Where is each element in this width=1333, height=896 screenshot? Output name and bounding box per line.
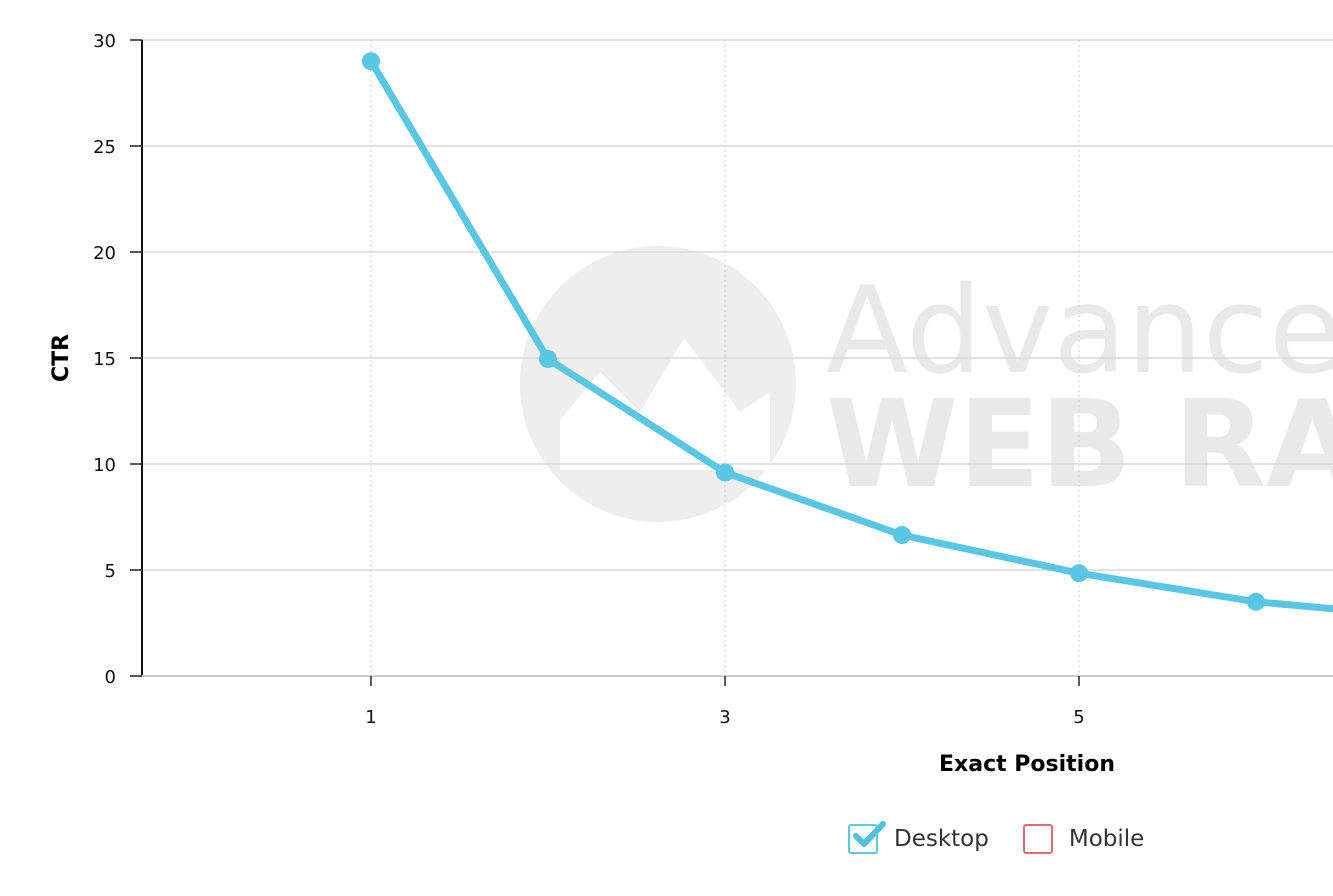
y-tick-label: 5 [105, 561, 116, 582]
data-point[interactable] [893, 526, 911, 545]
y-tick-label: 20 [93, 243, 116, 264]
checkmark-icon [853, 821, 886, 847]
desktop-checkbox[interactable] [848, 821, 886, 854]
y-tick-label: 30 [93, 31, 116, 52]
legend-item-mobile[interactable]: Mobile [1022, 824, 1145, 854]
y-axis-ticks: 0 5 10 15 20 25 30 [93, 31, 142, 688]
series [362, 52, 1333, 613]
y-tick-label: 10 [93, 455, 116, 476]
grid [142, 39, 1333, 676]
y-tick-label: 15 [93, 349, 116, 370]
x-tick-label: 1 [365, 707, 376, 728]
data-point[interactable] [1070, 564, 1088, 583]
data-point[interactable] [362, 52, 380, 71]
y-tick-label: 25 [93, 137, 116, 158]
data-point[interactable] [1247, 592, 1265, 611]
y-tick-label: 0 [105, 667, 116, 688]
watermark-mountain-icon [560, 338, 770, 470]
legend-label-mobile: Mobile [1068, 826, 1145, 852]
legend-item-desktop[interactable]: Desktop [848, 821, 989, 854]
y-axis-title: CTR [49, 334, 74, 382]
x-axis-title: Exact Position [939, 752, 1115, 777]
x-axis-ticks: 1357 [365, 676, 1085, 728]
data-point[interactable] [716, 463, 734, 482]
legend: Desktop Mobile [848, 821, 1145, 854]
x-tick-label: 5 [1073, 707, 1084, 728]
watermark: Advanced WEB RANKING [520, 246, 1333, 522]
x-tick-label: 3 [719, 707, 730, 728]
data-point[interactable] [539, 350, 557, 369]
mobile-checkbox[interactable] [1022, 824, 1053, 854]
legend-label-desktop: Desktop [894, 826, 989, 852]
series-line [367, 57, 1333, 613]
